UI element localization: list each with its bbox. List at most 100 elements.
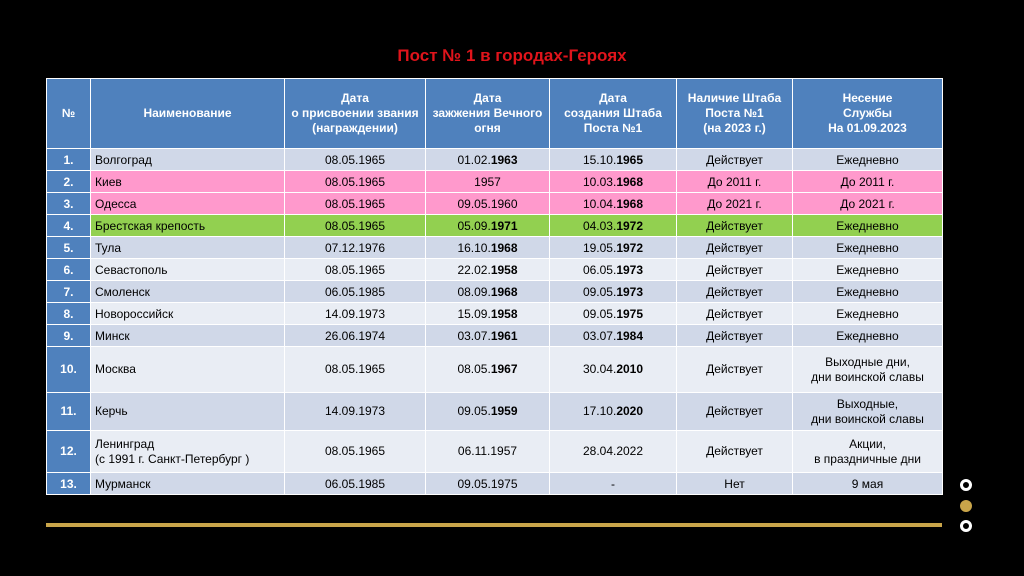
table-row: 10. Москва 08.05.1965 08.05.1967 30.04.2010 Д… — [46, 346, 943, 393]
fire-date-text: 08.05. — [457, 362, 491, 376]
service-schedule-text: Выходные дни, дни воинской славы — [811, 354, 924, 384]
hq-date-text: 1973 — [616, 262, 644, 277]
fire-date-text: 08.09. — [457, 284, 491, 299]
award-date: 08.05.1965 — [284, 148, 426, 171]
award-date: 08.05.1965 — [284, 214, 426, 237]
hq-date-text: 30.04. — [582, 362, 617, 376]
fire-date-text: 16.10. — [457, 240, 491, 255]
fire-date: 05.09.1971 — [425, 214, 550, 237]
service-schedule-text: Ежедневно — [836, 218, 899, 233]
hq-date-text: 03.07. — [582, 328, 617, 343]
fire-date-text: 1959 — [490, 404, 518, 418]
service-schedule: Ежедневно — [792, 324, 943, 347]
row-number-text: 5. — [63, 240, 74, 255]
table-row: 6. Севастополь 08.05.1965 22.02.1958 06.05.1… — [46, 258, 943, 281]
service-schedule-text: Ежедневно — [836, 240, 899, 255]
city-name: Керчь — [90, 392, 285, 431]
hq-date: 09.05.1973 — [549, 280, 677, 303]
table-row: 9. Минск 26.06.1974 03.07.1961 03.07.1984 Дей… — [46, 324, 943, 347]
city-name: Киев — [90, 170, 285, 193]
hq-status-text: Нет — [724, 476, 745, 491]
hq-status: Действует — [676, 346, 793, 393]
ring-dot-icon — [960, 479, 972, 491]
column-header-award-date: Дата о присвоении звания (награждении) — [284, 78, 426, 149]
cities-table: № Наименование Дата о присвоении звания … — [46, 78, 943, 495]
fire-date-text: 1957 — [474, 174, 501, 189]
city-name: Севастополь — [90, 258, 285, 281]
hq-date-text: 15.10. — [582, 152, 617, 167]
hq-date: 19.05.1972 — [549, 236, 677, 259]
hq-date-text: 06.05. — [582, 262, 617, 277]
row-number: 11. — [46, 392, 91, 431]
fire-date-text: 03.07. — [457, 328, 491, 343]
fire-date-text: 1963 — [490, 152, 518, 167]
service-schedule: Выходные, дни воинской славы — [792, 392, 943, 431]
table-row: 12. Ленинград (с 1991 г. Санкт-Петербург … — [46, 430, 943, 473]
hq-status: Действует — [676, 258, 793, 281]
row-number-text: 2. — [63, 174, 74, 189]
service-schedule: 9 мая — [792, 472, 943, 495]
hq-date: 17.10.2020 — [549, 392, 677, 431]
service-schedule-text: Ежедневно — [836, 262, 899, 277]
hq-date: 06.05.1973 — [549, 258, 677, 281]
hq-status-text: Действует — [706, 328, 763, 343]
hq-status-text: Действует — [706, 152, 763, 167]
table-row: 4. Брестская крепость 08.05.1965 05.09.1971… — [46, 214, 943, 237]
city-name: Мурманск — [90, 472, 285, 495]
table-row: 13. Мурманск 06.05.1985 09.05.1975 - Нет 9 мая — [46, 472, 943, 495]
fire-date-text: 01.02. — [457, 152, 491, 167]
table-row: 5. Тула 07.12.1976 16.10.1968 19.05.1972 Дейс… — [46, 236, 943, 259]
fire-date: 08.05.1967 — [425, 346, 550, 393]
ring-dot-icon — [960, 520, 972, 532]
page-title: Пост № 1 в городах-Героях — [397, 46, 627, 65]
row-number-text: 4. — [63, 218, 74, 233]
hq-date: 09.05.1975 — [549, 302, 677, 325]
award-date-text: 08.05.1965 — [324, 262, 386, 277]
column-header-hq-date: Дата создания Штаба Поста №1 — [549, 78, 677, 149]
city-name: Минск — [90, 324, 285, 347]
service-schedule-text: 9 мая — [851, 476, 884, 491]
fire-date-text: 1961 — [490, 328, 518, 343]
hq-date: 30.04.2010 — [549, 346, 677, 393]
award-date: 08.05.1965 — [284, 430, 426, 473]
row-number-text: 6. — [63, 262, 74, 277]
award-date-text: 08.05.1965 — [324, 218, 386, 233]
hq-status-text: Действует — [706, 284, 763, 299]
table-row: 3. Одесса 08.05.1965 09.05.1960 10.04.1968 До… — [46, 192, 943, 215]
column-header-service: Несение Службы На 01.09.2023 — [792, 78, 943, 149]
fire-date-text: 1967 — [490, 362, 518, 376]
column-header-hq-status: Наличие Штаба Поста №1 (на 2023 г.) — [676, 78, 793, 149]
table-row: 2. Киев 08.05.1965 1957 10.03.1968 До 2011 г.… — [46, 170, 943, 193]
row-number: 3. — [46, 192, 91, 215]
hq-date-text: 1972 — [616, 218, 644, 233]
fire-date: 16.10.1968 — [425, 236, 550, 259]
service-schedule: Выходные дни, дни воинской славы — [792, 346, 943, 393]
hq-date-text: 1984 — [616, 328, 644, 343]
row-number-text: 12. — [60, 444, 77, 458]
award-date: 08.05.1965 — [284, 192, 426, 215]
award-date: 14.09.1973 — [284, 302, 426, 325]
service-schedule-text: Ежедневно — [836, 152, 899, 167]
award-date-text: 14.09.1973 — [324, 306, 386, 321]
gold-divider — [46, 523, 942, 527]
row-number: 13. — [46, 472, 91, 495]
row-number: 8. — [46, 302, 91, 325]
award-date: 08.05.1965 — [284, 170, 426, 193]
hq-date-text: 09.05. — [582, 284, 617, 299]
service-schedule: Ежедневно — [792, 148, 943, 171]
award-date-text: 08.05.1965 — [324, 196, 386, 211]
hq-status: Действует — [676, 302, 793, 325]
service-schedule: До 2021 г. — [792, 192, 943, 215]
award-date: 07.12.1976 — [284, 236, 426, 259]
fire-date-text: 1958 — [490, 262, 518, 277]
fire-date: 08.09.1968 — [425, 280, 550, 303]
service-schedule-text: До 2021 г. — [840, 196, 895, 211]
award-date-text: 08.05.1965 — [324, 174, 386, 189]
filled-dot-icon — [960, 500, 972, 512]
fire-date-text: 06.11.1957 — [457, 444, 518, 458]
hq-status-text: Действует — [706, 362, 763, 376]
hq-date-text: 17.10. — [582, 404, 617, 418]
award-date: 06.05.1985 — [284, 280, 426, 303]
hq-status: Действует — [676, 236, 793, 259]
hq-date-text: 1972 — [616, 240, 644, 255]
